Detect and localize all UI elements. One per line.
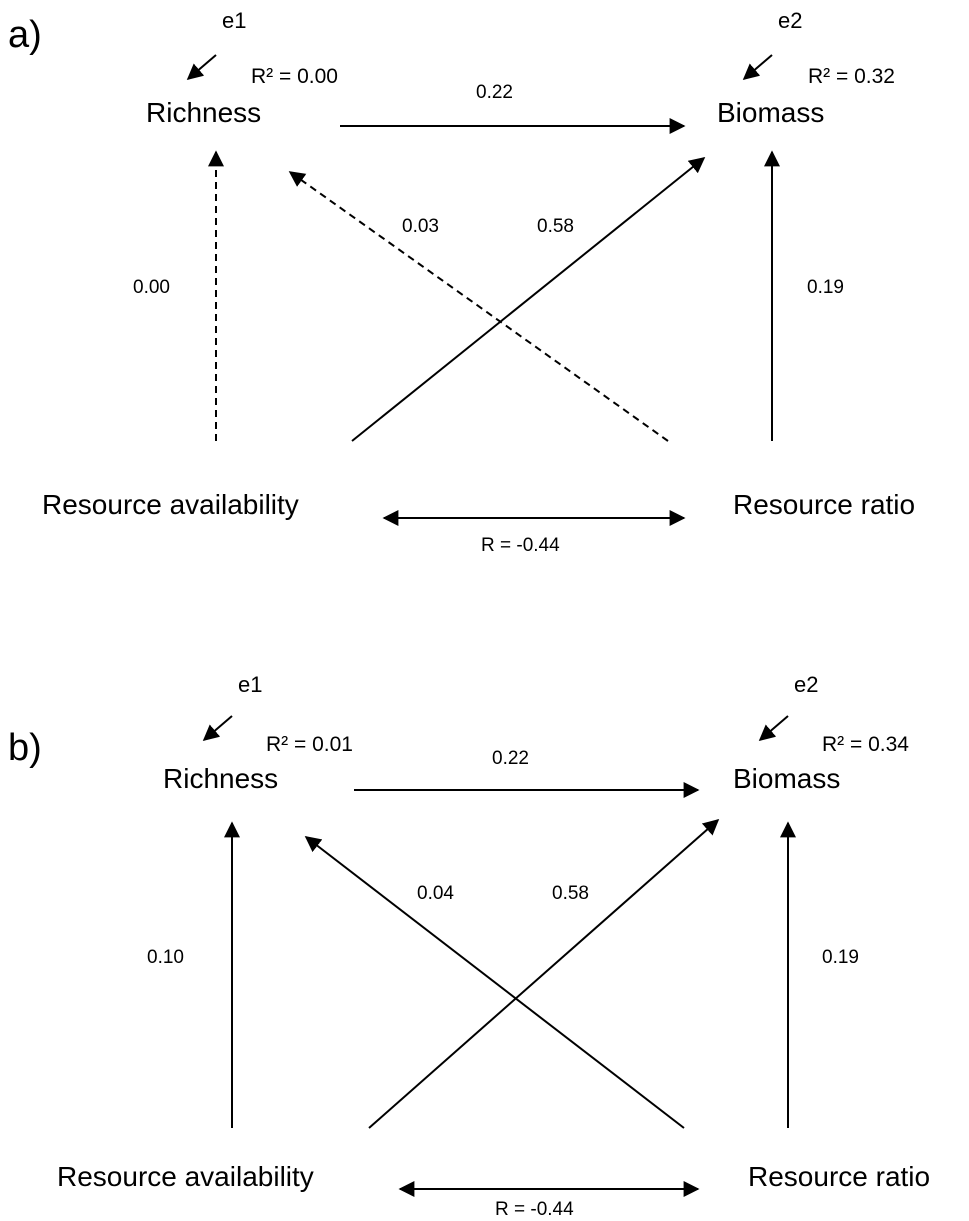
arrow-availability-to-biomass: [368, 818, 720, 1129]
coef-availability-to-biomass: 0.58: [552, 883, 589, 904]
node-resource-ratio: Resource ratio: [748, 1161, 931, 1192]
r2-biomass: R² = 0.32: [808, 65, 895, 88]
node-resource-availability: Resource availability: [42, 489, 299, 520]
node-biomass: Biomass: [733, 763, 841, 794]
e2-arrow: [742, 54, 773, 81]
panel-b: b) e1 e2 R² = 0.01 R² = 0.34 Richness Bi…: [0, 615, 969, 1220]
error-label-e2: e2: [778, 8, 803, 33]
panel-a-diagram: [186, 54, 780, 526]
node-richness: Richness: [146, 97, 262, 128]
coef-richness-to-biomass: 0.22: [492, 748, 529, 769]
error-label-e1: e1: [222, 8, 247, 33]
r2-richness: R² = 0.01: [266, 733, 353, 756]
coef-ratio-to-biomass: 0.19: [807, 277, 844, 298]
e1-arrow: [202, 715, 233, 742]
node-resource-ratio: Resource ratio: [733, 489, 916, 520]
r2-richness: R² = 0.00: [251, 65, 338, 88]
coef-ratio-to-biomass: 0.19: [822, 947, 859, 968]
node-biomass: Biomass: [717, 97, 825, 128]
arrow-ratio-to-richness: [288, 171, 669, 442]
coef-availability-to-biomass: 0.58: [537, 216, 574, 237]
arrow-ratio-to-richness: [304, 836, 685, 1129]
panel-label: b): [8, 727, 42, 769]
panel-b-diagram: [202, 715, 796, 1197]
panel-label: a): [8, 14, 42, 56]
arrow-availability-to-biomass: [351, 156, 706, 442]
coef-richness-to-biomass: 0.22: [476, 82, 513, 103]
coef-ratio-to-richness: 0.04: [417, 883, 454, 904]
e1-arrow: [186, 54, 217, 81]
node-resource-availability: Resource availability: [57, 1161, 314, 1192]
coef-ratio-to-richness: 0.03: [402, 216, 439, 237]
node-richness: Richness: [163, 763, 279, 794]
coef-availability-to-richness: 0.00: [133, 277, 170, 298]
e2-arrow: [758, 715, 789, 742]
error-label-e1: e1: [238, 672, 263, 697]
r2-biomass: R² = 0.34: [822, 733, 909, 756]
coef-correlation: R = -0.44: [481, 535, 560, 556]
coef-availability-to-richness: 0.10: [147, 947, 184, 968]
panel-a: a) e1 e2 R² = 0.00 R² = 0.32 Richness Bi…: [0, 0, 969, 600]
error-label-e2: e2: [794, 672, 819, 697]
coef-correlation: R = -0.44: [495, 1199, 574, 1220]
